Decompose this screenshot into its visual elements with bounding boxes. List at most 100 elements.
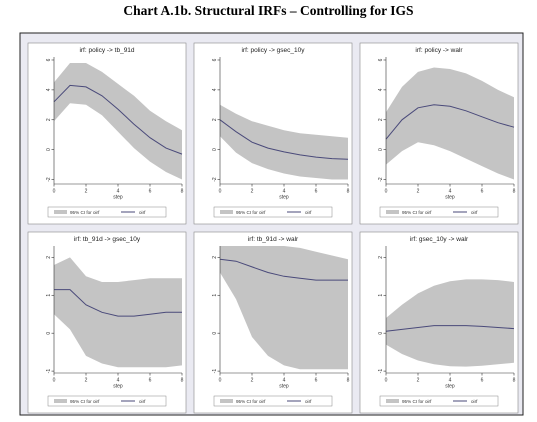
y-tick-label: 0 <box>46 148 52 151</box>
y-tick-label: 1 <box>46 294 52 297</box>
legend-box <box>213 395 333 407</box>
legend-swatch-ci <box>220 399 233 403</box>
legend-box <box>47 206 167 218</box>
ci-band <box>220 246 348 370</box>
y-tick-label: 1 <box>378 294 384 297</box>
x-tick-label: 0 <box>385 189 388 195</box>
legend-box <box>379 206 499 218</box>
x-tick-label: 6 <box>149 189 152 195</box>
y-tick-label: 4 <box>212 88 218 91</box>
panel-title: irf: tb_91d -> walr <box>248 236 299 243</box>
legend-label-irf: oirf <box>471 210 478 215</box>
panel-title: irf: gsec_10y -> walr <box>410 236 469 243</box>
irf-line <box>54 289 182 317</box>
y-tick-label: 0 <box>378 332 384 335</box>
x-tick-label: 8 <box>181 378 184 384</box>
y-tick-label: 4 <box>46 88 52 91</box>
y-tick-label: 6 <box>46 58 52 61</box>
legend-swatch-ci <box>54 210 67 214</box>
x-axis-label: step <box>279 195 289 201</box>
y-tick-label: 4 <box>378 88 384 91</box>
page-title: Chart A.1b. Structural IRFs – Controllin… <box>123 3 414 18</box>
x-tick-label: 8 <box>347 189 350 195</box>
legend-label-irf: oirf <box>471 399 478 404</box>
x-axis-label: step <box>445 195 455 201</box>
y-tick-label: 6 <box>212 58 218 61</box>
legend-swatch-ci <box>54 399 67 403</box>
legend-label-irf: oirf <box>305 399 312 404</box>
x-tick-label: 8 <box>347 378 350 384</box>
x-tick-label: 6 <box>149 378 152 384</box>
ci-band <box>54 257 182 368</box>
ci-band <box>54 63 182 180</box>
y-tick-label: 2 <box>378 118 384 121</box>
x-tick-label: 4 <box>283 378 286 384</box>
irf-line <box>385 325 515 332</box>
ci-band <box>220 104 348 180</box>
legend-swatch-ci <box>220 210 233 214</box>
x-tick-label: 2 <box>85 189 88 195</box>
irf-panel-2: irf: policy -> gsec_10y -2 0 2 4 6 0 2 4 6 8 step 95… <box>193 42 353 225</box>
x-tick-label: 8 <box>513 378 516 384</box>
x-tick-label: 2 <box>417 189 420 195</box>
y-tick-label: 0 <box>378 148 384 151</box>
x-tick-label: 4 <box>449 189 452 195</box>
x-tick-label: 6 <box>315 189 318 195</box>
y-tick-label: 0 <box>212 332 218 335</box>
legend-box <box>213 206 333 218</box>
x-tick-label: 0 <box>219 378 222 384</box>
x-tick-label: 6 <box>315 378 318 384</box>
irf-panel-3: irf: policy -> walr -2 0 2 4 6 0 2 4 6 8 step 95% CI… <box>359 42 519 225</box>
y-tick-label: -2 <box>46 177 52 182</box>
y-tick-label: -1 <box>46 369 52 374</box>
x-tick-label: 2 <box>251 378 254 384</box>
panel-title: irf: policy -> gsec_10y <box>241 47 305 54</box>
panel-title: irf: policy -> walr <box>415 47 463 54</box>
y-tick-label: -1 <box>212 369 218 374</box>
irf-line <box>219 258 348 281</box>
legend-label-ci: 95% CI for oirf <box>402 210 432 215</box>
x-tick-label: 0 <box>53 378 56 384</box>
x-tick-label: 0 <box>53 189 56 195</box>
y-tick-label: 2 <box>46 118 52 121</box>
legend-label-irf: oirf <box>305 210 312 215</box>
y-tick-label: -2 <box>212 177 218 182</box>
irf-line <box>53 84 183 155</box>
panel-title: irf: policy -> tb_91d <box>79 47 134 54</box>
irf-line <box>385 104 515 140</box>
y-tick-label: 2 <box>46 256 52 259</box>
x-axis-label: step <box>113 384 123 390</box>
y-tick-label: 2 <box>212 256 218 259</box>
x-tick-label: 4 <box>117 378 120 384</box>
legend-swatch-ci <box>386 399 399 403</box>
x-tick-label: 6 <box>481 189 484 195</box>
legend-label-ci: 95% CI for oirf <box>236 210 266 215</box>
legend-label-irf: oirf <box>139 399 146 404</box>
legend-label-ci: 95% CI for oirf <box>70 399 100 404</box>
irf-panel-1: irf: policy -> tb_91d -2 0 2 4 6 0 2 4 6 8 step 95% … <box>27 42 187 225</box>
x-axis-label: step <box>445 384 455 390</box>
legend-box <box>47 395 167 407</box>
y-tick-label: 0 <box>212 148 218 151</box>
x-axis-label: step <box>279 384 289 390</box>
x-tick-label: 2 <box>417 378 420 384</box>
x-tick-label: 0 <box>219 189 222 195</box>
y-tick-label: 1 <box>212 294 218 297</box>
y-tick-label: 0 <box>46 332 52 335</box>
x-tick-label: 2 <box>251 189 254 195</box>
x-axis-label: step <box>113 195 123 201</box>
x-tick-label: 8 <box>513 189 516 195</box>
x-tick-label: 6 <box>481 378 484 384</box>
x-tick-label: 4 <box>449 378 452 384</box>
y-tick-label: -1 <box>378 369 384 374</box>
legend-label-ci: 95% CI for oirf <box>236 399 266 404</box>
legend-box <box>379 395 499 407</box>
legend-label-ci: 95% CI for oirf <box>70 210 100 215</box>
y-tick-label: 2 <box>212 118 218 121</box>
legend-label-ci: 95% CI for oirf <box>402 399 432 404</box>
x-tick-label: 4 <box>283 189 286 195</box>
y-tick-label: -2 <box>378 177 384 182</box>
